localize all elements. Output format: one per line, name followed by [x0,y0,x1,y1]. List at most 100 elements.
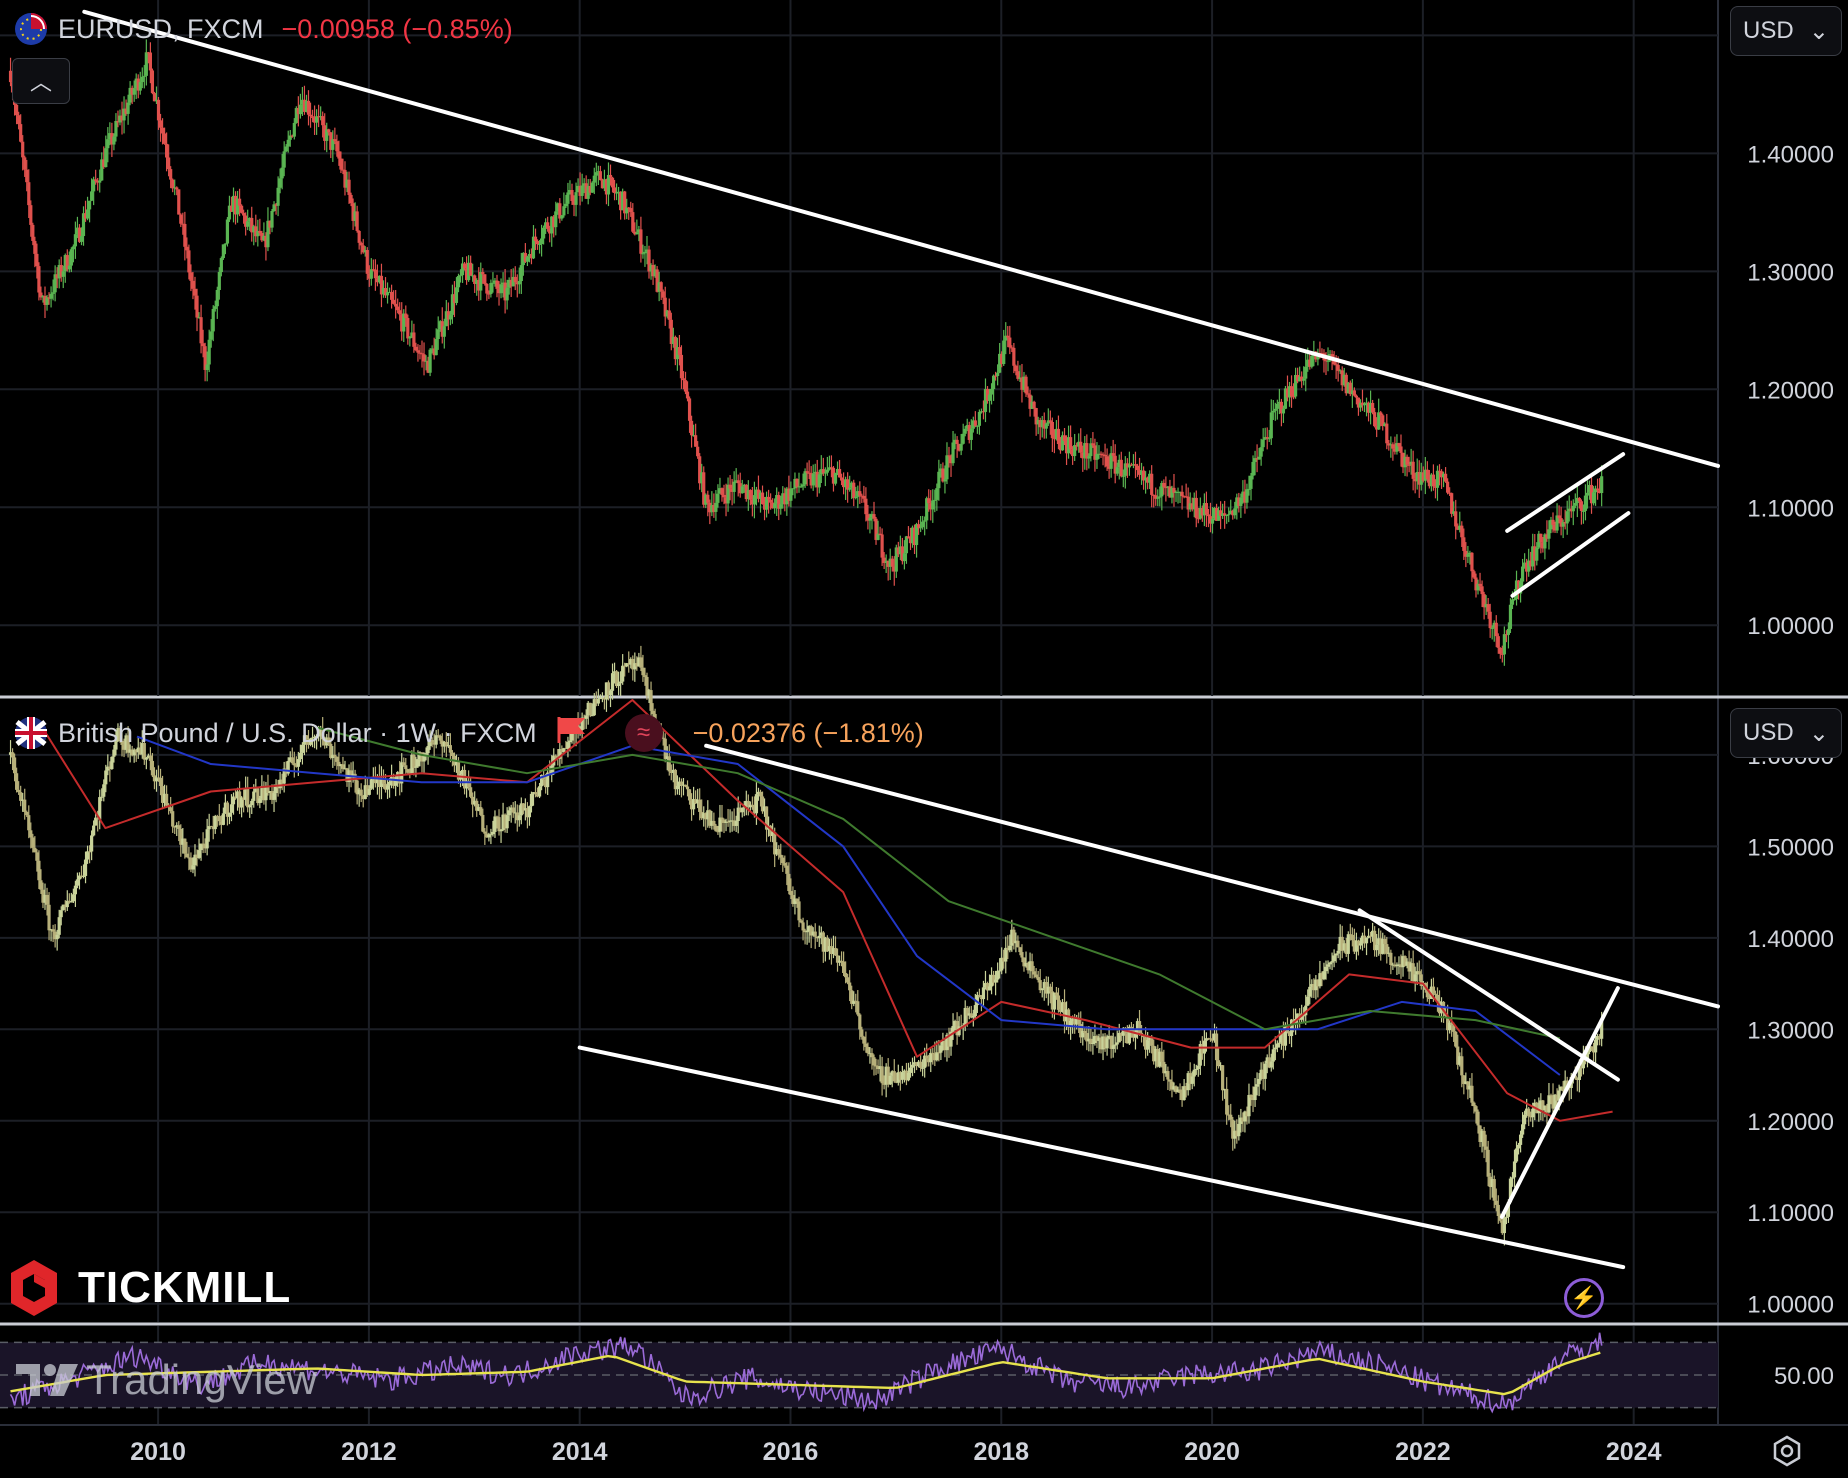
candle-body [675,785,679,790]
candle-body [1044,423,1048,429]
candle-body [1298,376,1302,382]
candle-body [96,180,100,183]
red-flag-icon[interactable] [557,716,587,750]
candle-body [738,807,742,813]
collapse-legend-button[interactable]: ︿ [12,58,70,104]
lightning-icon[interactable]: ⚡ [1564,1278,1604,1318]
candle-body [400,314,404,332]
candle-body [1575,1078,1579,1081]
candle-body [1523,1114,1527,1125]
candle-body [535,241,540,245]
symbol-title[interactable]: British Pound / U.S. Dollar · 1W · FXCM [58,717,537,748]
candle-body [237,791,242,808]
currency-select[interactable]: USD ⌄ [1730,708,1842,758]
price-tick-label: 1.20000 [1747,377,1834,404]
candle-body [1125,1033,1129,1044]
candle-body [651,264,655,277]
candle-body [1014,940,1018,944]
candle-body [1427,997,1431,999]
candle-body [781,857,785,864]
candle-body [79,875,84,877]
candle-body [1052,992,1056,1010]
candle-body [1482,1130,1486,1147]
approx-icon[interactable]: ≈ [624,714,663,752]
candle-body [521,252,525,266]
candle-body [884,560,888,563]
price-tick-label: 1.20000 [1747,1109,1834,1136]
candle-body [223,802,227,814]
candle-body [1330,961,1334,963]
candle-body [104,148,108,168]
candle-body [1091,443,1095,446]
candle-body [203,844,207,849]
candle-body [491,282,495,284]
symbol-title[interactable]: EURUSD, FXCM [58,13,264,44]
candle-body [833,472,838,484]
candle-body [746,490,750,500]
top-pane-legend: EURUSD, FXCM −0.00958 (−0.85%) [0,12,513,46]
candle-body [499,829,503,832]
candle-body [150,760,155,776]
candle-body [1324,966,1328,972]
candle-body [1113,455,1117,474]
candle-body [1028,961,1032,971]
candle-body [341,764,345,769]
candle-body [33,847,37,853]
candle-body [594,699,598,704]
candle-body [1409,461,1413,465]
candle-body [513,276,517,283]
candle-body [783,863,787,866]
candle-body [53,274,57,293]
candle-body [1527,1108,1531,1117]
candle-body [1141,470,1146,481]
settings-gear-icon[interactable] [1770,1434,1804,1468]
candle-body [193,854,197,866]
candle-body [1010,347,1014,349]
candle-body [1569,508,1573,512]
rsi-tick-label: 50.00 [1774,1363,1834,1390]
candle-body [614,671,619,687]
candle-body [1085,1033,1089,1042]
candle-body [171,811,175,827]
candle-body [1516,580,1521,594]
candle-body [75,879,80,886]
candle-body [270,210,274,228]
candle-body [971,1016,975,1018]
candle-body [815,471,819,488]
candle-body [55,274,59,279]
candle-body [1115,467,1119,474]
currency-select[interactable]: USD ⌄ [1730,6,1842,56]
candle-body [1186,1073,1190,1091]
candle-body [981,411,986,413]
time-tick-label: 2016 [763,1438,819,1466]
candle-body [756,791,761,795]
candle-body [1253,458,1257,462]
trendline [1499,986,1620,1219]
candle-body [1133,464,1138,466]
candle-body [1261,1069,1265,1079]
candle-body [136,747,140,753]
candle-body [872,514,876,519]
candle-body [1502,1217,1506,1234]
candle-body [537,243,542,245]
candle-body [1545,1105,1549,1113]
candle-body [987,394,992,401]
candle-body [560,748,564,753]
candle-body [1488,1176,1492,1188]
candle-body [809,473,813,486]
candle-body [1245,489,1249,503]
candle-body [621,191,625,211]
price-tick-label: 1.00000 [1747,1292,1834,1319]
candle-body [669,319,673,344]
candle-body [246,221,250,227]
candle-body [1539,1100,1543,1111]
candle-body [590,182,594,193]
candle-body [797,486,801,488]
candle-body [912,1062,917,1065]
candle-body [27,815,31,831]
candle-body [1541,542,1545,549]
candle-body [120,115,124,121]
candle-body [1541,1100,1545,1111]
candle-body [740,486,744,494]
